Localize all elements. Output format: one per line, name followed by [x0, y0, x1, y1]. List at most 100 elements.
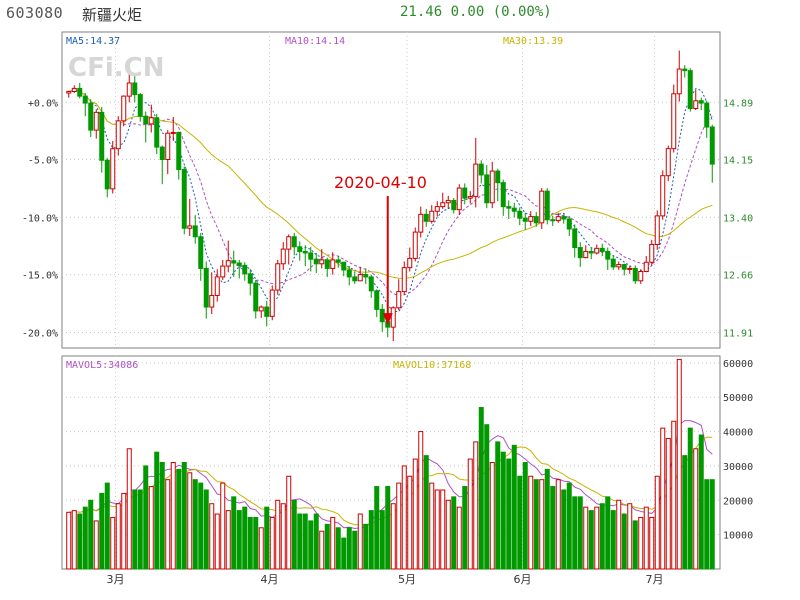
candle-down [533, 216, 539, 224]
volume-bar-down [506, 458, 512, 570]
candle-up [654, 215, 660, 245]
volume-bar-down [324, 523, 330, 570]
volume-bar-down [495, 441, 501, 570]
volume-bar-up [616, 499, 622, 570]
volume-bar-down [511, 444, 517, 570]
candle-up [671, 93, 677, 150]
volume-bar-up [429, 482, 435, 570]
candle-down [247, 273, 253, 284]
candle-up [665, 148, 671, 177]
volume-bar-down [621, 513, 627, 570]
annotation-arrow [382, 196, 393, 326]
volume-bar-down [236, 510, 242, 570]
candle-down [495, 170, 501, 184]
candle-up [66, 90, 72, 94]
volume-bar-up [676, 358, 682, 570]
candle-up [357, 274, 363, 282]
candle-down [313, 258, 319, 265]
volume-tick-label: 50000 [723, 393, 753, 404]
candle-up [638, 271, 644, 282]
candle-up [220, 265, 226, 278]
volume-bar-down [203, 489, 209, 570]
volume-bar-up [357, 513, 363, 570]
volume-bar-down [154, 451, 160, 570]
volume-bar-down [566, 482, 572, 570]
stock-name: 新疆火炬 [82, 6, 143, 24]
ma10-line [68, 89, 713, 297]
volume-bar-down [88, 499, 94, 570]
volume-bar-down [632, 520, 638, 570]
volume-bar-down [517, 475, 523, 570]
candle-down [522, 217, 528, 222]
volume-bar-down [198, 482, 204, 570]
volume-bar-up [66, 511, 72, 570]
candle-down [484, 174, 490, 204]
price-tick-label: 13.40 [723, 213, 753, 224]
percent-tick-label: -20.0% [22, 329, 58, 340]
candle-down [231, 260, 237, 264]
candle-down [379, 308, 385, 323]
volume-bar-down [143, 465, 149, 570]
volume-bar-down [484, 424, 490, 570]
volume-bar-down [346, 527, 352, 570]
volume-bar-down [176, 468, 182, 570]
volume-bar-down [385, 486, 391, 570]
volume-bar-series [66, 358, 715, 570]
candle-up [126, 82, 132, 97]
volume-bar-up [671, 420, 677, 570]
volume-bar-up [115, 503, 121, 570]
price-tick-label: 11.91 [723, 329, 753, 340]
candle-up [445, 199, 451, 204]
candle-down [550, 219, 556, 222]
candle-down [159, 146, 165, 160]
ma5-label: MA5:14.37 [66, 36, 120, 47]
mavol5-line [68, 420, 713, 530]
candle-down [682, 68, 688, 72]
candle-down [632, 267, 638, 282]
candle-down [236, 262, 242, 266]
volume-bar-down [533, 479, 539, 570]
volume-bar-down [544, 468, 550, 570]
volume-bar-up [209, 503, 215, 570]
volume-bar-up [148, 486, 154, 570]
candle-down [203, 267, 209, 308]
volume-bar-up [286, 475, 292, 570]
candle-down [363, 274, 369, 278]
volume-bar-up [93, 520, 99, 570]
volume-bar-down [159, 462, 165, 570]
candle-up [187, 225, 193, 229]
volume-bar-up [693, 448, 699, 570]
volume-bar-up [434, 489, 440, 570]
candle-up [330, 259, 336, 269]
volume-bar-up [110, 516, 116, 570]
mavol10-label: MAVOL10:37168 [393, 360, 471, 371]
volume-bar-down [181, 462, 187, 570]
candle-down [462, 187, 468, 199]
volume-bar-down [297, 513, 303, 570]
candle-down [561, 216, 567, 220]
volume-bar-down [341, 537, 347, 570]
date-annotation: 2020-04-10 [334, 173, 427, 192]
volume-bar-up [665, 437, 671, 570]
candle-down [297, 246, 303, 252]
month-label: 7月 [646, 573, 664, 586]
volume-bar-up [528, 475, 534, 570]
candle-down [506, 206, 512, 209]
price-panel [61, 31, 721, 349]
month-label: 3月 [107, 573, 125, 586]
volume-bar-up [440, 489, 446, 570]
volume-bar-up [660, 427, 666, 570]
candle-down [302, 250, 308, 254]
volume-bar-down [247, 516, 253, 570]
volume-bar-down [462, 486, 468, 570]
volume-bar-down [588, 510, 594, 570]
price-tick-label: 12.66 [723, 271, 753, 282]
volume-bar-down [478, 407, 484, 570]
volume-bar-down [77, 513, 83, 570]
percent-tick-label: -5.0% [28, 155, 58, 166]
watermark: CFi.CN [68, 53, 164, 83]
volume-bar-down [242, 506, 248, 570]
candle-up [434, 206, 440, 212]
month-label: 6月 [514, 573, 532, 586]
candle-down [335, 259, 341, 263]
